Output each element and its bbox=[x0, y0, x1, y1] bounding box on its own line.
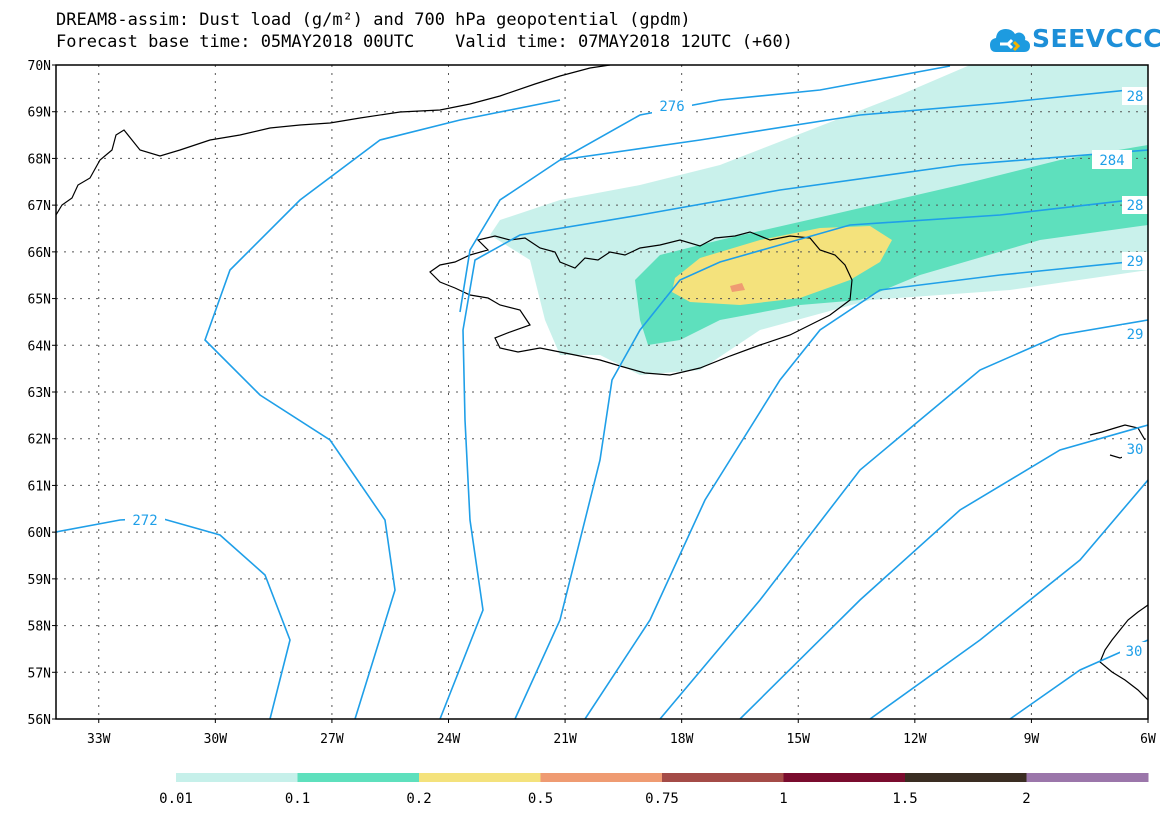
contour-300 bbox=[739, 424, 1148, 719]
lat-label-56N: 56N bbox=[28, 713, 51, 728]
contour-label-29-a: 29 bbox=[1127, 254, 1144, 270]
lon-label-24W: 24W bbox=[437, 732, 461, 747]
graticule bbox=[56, 65, 1148, 719]
contour-292 bbox=[584, 259, 1148, 719]
seevccc-logo: SEEVCCC bbox=[988, 20, 1168, 62]
logo-text: SEEVCCC bbox=[1032, 24, 1163, 53]
lat-label-63N: 63N bbox=[28, 386, 51, 401]
legend-label: 0.2 bbox=[406, 791, 431, 807]
legend-label: 2 bbox=[1022, 791, 1030, 807]
contour-284 bbox=[204, 99, 561, 719]
lat-label-60N: 60N bbox=[28, 526, 51, 541]
legend-label: 0.75 bbox=[645, 791, 679, 807]
legend-swatch bbox=[905, 773, 1027, 782]
legend-swatch bbox=[783, 773, 906, 782]
contour-288 bbox=[514, 197, 1148, 719]
lat-label-70N: 70N bbox=[28, 59, 51, 74]
contour-label-276: 276 bbox=[659, 99, 684, 115]
lat-label-65N: 65N bbox=[28, 293, 51, 308]
legend-label: 1.5 bbox=[892, 791, 917, 807]
contour-276 bbox=[459, 65, 951, 313]
lat-label-61N: 61N bbox=[28, 479, 51, 494]
lat-label-64N: 64N bbox=[28, 339, 51, 354]
contour-296 bbox=[659, 319, 1148, 719]
contour-280-mid bbox=[439, 149, 1148, 719]
legend-swatch bbox=[662, 773, 784, 782]
legend-swatch bbox=[419, 773, 541, 782]
lat-label-69N: 69N bbox=[28, 106, 51, 121]
legend-label: 0.5 bbox=[528, 791, 553, 807]
lat-label-68N: 68N bbox=[28, 152, 51, 167]
contour-272 bbox=[56, 517, 291, 719]
contour-label-28-b: 28 bbox=[1127, 198, 1144, 214]
scotland-coast bbox=[1099, 604, 1148, 701]
contour-label-29-b: 29 bbox=[1127, 327, 1144, 343]
lon-label-15W: 15W bbox=[787, 732, 811, 747]
geopotential-contours bbox=[56, 65, 1148, 719]
legend-swatch bbox=[297, 773, 420, 782]
lat-label-58N: 58N bbox=[28, 620, 51, 635]
contour-280-north bbox=[559, 87, 1148, 161]
contour-label-28-a: 28 bbox=[1127, 89, 1144, 105]
lat-label-67N: 67N bbox=[28, 199, 51, 214]
map-title-line-2: Forecast base time: 05MAY2018 00UTC Vali… bbox=[56, 32, 793, 52]
legend-swatch bbox=[1026, 773, 1149, 782]
longitude-axis: 33W 30W 27W 24W 21W 18W 15W 12W 9W 6W bbox=[87, 719, 1156, 747]
legend-label: 0.01 bbox=[159, 791, 193, 807]
legend-label: 1 bbox=[779, 791, 787, 807]
color-legend: 0.01 0.1 0.2 0.5 0.75 1 1.5 2 bbox=[159, 773, 1149, 807]
greenland-coast bbox=[56, 65, 611, 216]
lat-label-57N: 57N bbox=[28, 666, 51, 681]
dust-layer-0-2 bbox=[672, 226, 892, 305]
dust-load-shading bbox=[490, 65, 1148, 375]
iceland-coast bbox=[429, 231, 853, 376]
latitude-axis: 70N 69N 68N 67N 66N 65N 64N 63N 62N 61N 60N 59N 58N 5… bbox=[28, 59, 56, 728]
lon-label-33W: 33W bbox=[87, 732, 111, 747]
legend-swatch bbox=[540, 773, 663, 782]
lon-label-18W: 18W bbox=[670, 732, 694, 747]
contour-label-30-a: 30 bbox=[1127, 442, 1144, 458]
legend-label: 0.1 bbox=[285, 791, 310, 807]
lon-label-30W: 30W bbox=[204, 732, 228, 747]
dust-layer-0-5 bbox=[730, 283, 745, 292]
lon-label-27W: 27W bbox=[320, 732, 344, 747]
lon-label-12W: 12W bbox=[903, 732, 927, 747]
lat-label-66N: 66N bbox=[28, 246, 51, 261]
contour-label-272: 272 bbox=[132, 513, 157, 529]
lon-label-9W: 9W bbox=[1024, 732, 1040, 747]
lat-label-59N: 59N bbox=[28, 573, 51, 588]
legend-swatch bbox=[176, 773, 298, 782]
lat-label-62N: 62N bbox=[28, 433, 51, 448]
map-title-line-1: DREAM8-assim: Dust load (g/m²) and 700 h… bbox=[56, 10, 691, 30]
cloud-logo-icon bbox=[990, 29, 1030, 52]
contour-304 bbox=[869, 479, 1148, 719]
contour-label-30-b: 30 bbox=[1126, 644, 1143, 660]
lon-label-21W: 21W bbox=[553, 732, 577, 747]
contour-labels: 276 28 284 28 29 29 272 30 30 bbox=[125, 87, 1148, 660]
lon-label-6W: 6W bbox=[1140, 732, 1156, 747]
contour-label-284: 284 bbox=[1099, 153, 1124, 169]
